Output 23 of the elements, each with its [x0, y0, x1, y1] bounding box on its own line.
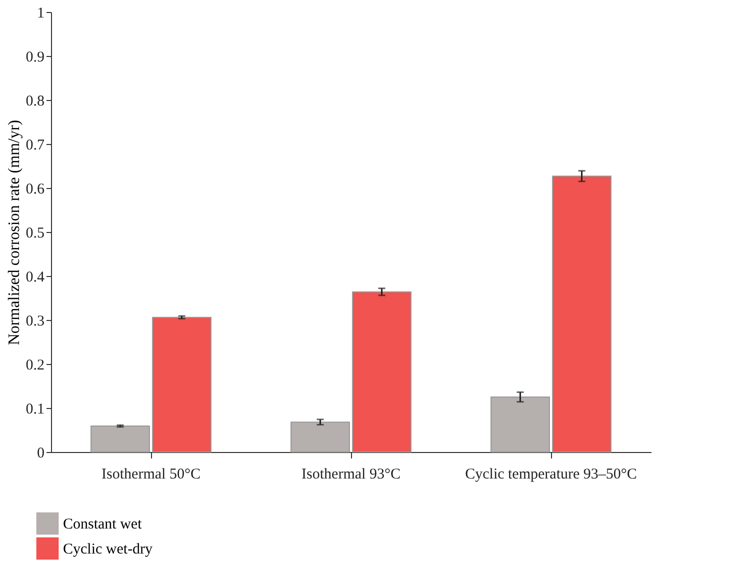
y-tick-label: 0.1	[26, 402, 44, 418]
y-tick-label: 0.6	[26, 182, 45, 198]
bar	[352, 291, 412, 452]
y-tick-label: 0	[37, 446, 44, 462]
x-tick-label: Cyclic temperature 93–50°C	[465, 466, 637, 482]
y-tick-label: 0.8	[26, 94, 44, 110]
bar	[290, 422, 350, 452]
bar	[152, 316, 212, 452]
y-tick-label: 0.9	[26, 50, 44, 66]
y-axis-title: Normalized corrosion rate (mm/yr)	[6, 120, 23, 346]
y-tick-label: 0.2	[26, 358, 44, 374]
x-tick-label: Isothermal 93°C	[302, 466, 400, 482]
y-tick-label: 0.3	[26, 314, 44, 330]
bar	[552, 176, 612, 452]
y-tick-label: 0.4	[26, 270, 45, 286]
legend-label: Constant wet	[63, 516, 143, 532]
bar	[490, 396, 550, 452]
x-tick-label: Isothermal 50°C	[102, 466, 200, 482]
y-tick-label: 0.5	[26, 226, 44, 242]
y-tick-label: 0.7	[26, 138, 45, 154]
legend-label: Cyclic wet-dry	[63, 542, 154, 558]
y-tick-label: 1	[37, 6, 44, 22]
bar	[90, 426, 150, 452]
